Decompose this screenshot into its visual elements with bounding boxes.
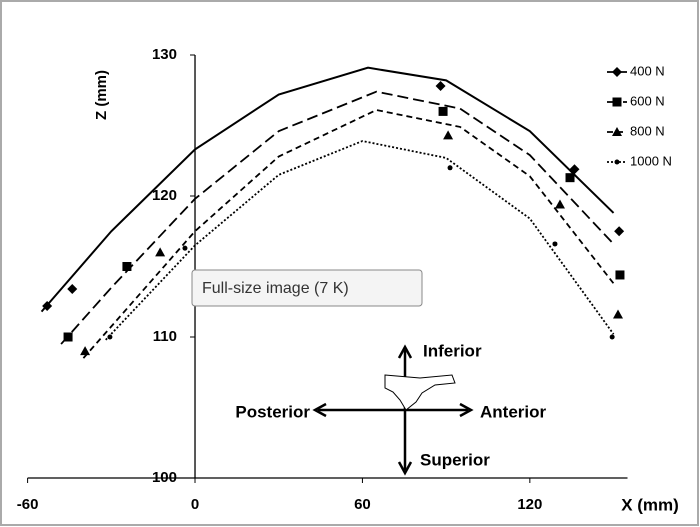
data-point [569, 164, 580, 175]
legend-label: 600 N [630, 93, 665, 108]
data-point [554, 199, 565, 209]
orientation-right: Anterior [480, 402, 547, 421]
y-tick-label: 100 [152, 469, 177, 486]
trendline [82, 109, 615, 359]
data-point [614, 226, 625, 237]
data-point [67, 284, 78, 295]
legend-marker [612, 97, 622, 107]
data-point [609, 334, 615, 340]
data-point [565, 173, 575, 183]
x-tick-label: -60 [17, 496, 39, 513]
data-point [42, 300, 53, 311]
arrow-heads [312, 344, 474, 476]
x-tick-label: 0 [191, 496, 199, 513]
y-axis-title: Z (mm) [93, 70, 110, 120]
legend-label: 1000 N [630, 153, 672, 168]
data-point [155, 247, 166, 257]
data-point [80, 346, 91, 356]
y-tick-label: 130 [152, 46, 177, 63]
trendline [40, 66, 615, 313]
data-point [122, 262, 132, 271]
y-tick-label: 120 [152, 187, 177, 204]
data-point [63, 332, 73, 342]
trendline [105, 140, 615, 341]
orientation-down: Superior [420, 450, 490, 469]
legend-label: 800 N [630, 123, 665, 138]
x-tick-label: 120 [517, 496, 542, 513]
trendline [60, 90, 615, 345]
legend-marker [612, 127, 622, 136]
tooltip: Full-size image (7 K) [191, 269, 423, 307]
orientation-diagram [312, 344, 474, 476]
tooltip-text: Full-size image (7 K) [202, 280, 349, 297]
data-point [435, 81, 446, 92]
tooltip-box [191, 269, 423, 307]
x-tick-label: 60 [354, 496, 371, 513]
data-point [552, 241, 558, 247]
data-point [447, 165, 453, 171]
legend-label: 400 N [630, 63, 665, 78]
bone-sketch [384, 374, 456, 411]
data-point [613, 309, 624, 319]
data-point [182, 245, 188, 251]
orientation-left: Posterior [235, 402, 310, 421]
data-point [615, 270, 625, 280]
data-point [107, 334, 113, 340]
y-tick-label: 110 [153, 328, 177, 345]
legend-marker [612, 67, 622, 77]
legend-marker [614, 159, 620, 165]
data-point [443, 130, 454, 140]
data-point [438, 106, 448, 116]
orientation-up: Inferior [423, 341, 482, 360]
x-axis-title: X (mm) [621, 495, 679, 514]
